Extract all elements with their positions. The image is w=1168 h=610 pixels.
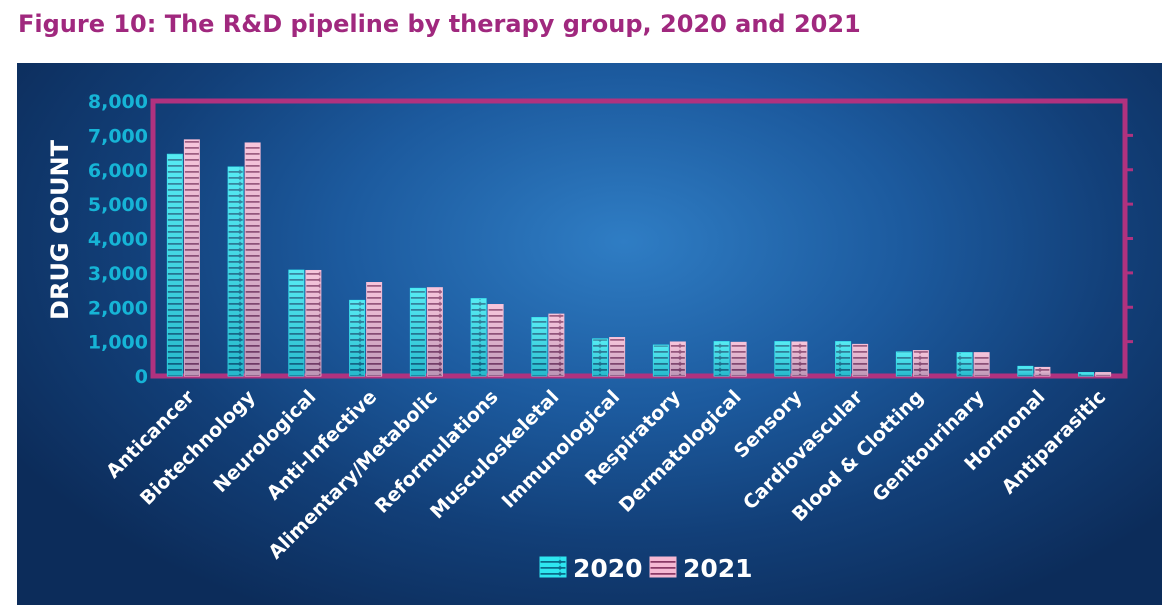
legend-label-2021: 2021 <box>683 554 753 583</box>
category-label: Neurological <box>209 386 320 497</box>
bar-shade <box>592 338 608 376</box>
bar-shade <box>974 352 990 376</box>
y-tick-label: 5,000 <box>88 194 148 216</box>
figure-title: Figure 10: The R&D pipeline by therapy g… <box>18 10 861 38</box>
y-tick-label: 6,000 <box>88 160 148 182</box>
y-axis-label: DRUG COUNT <box>46 139 74 320</box>
bar-shade <box>1078 372 1094 376</box>
y-tick-label: 7,000 <box>88 125 148 147</box>
bar-shade <box>957 352 973 376</box>
category-labels: AnticancerBiotechnologyNeurologicalAnti-… <box>102 386 1110 564</box>
bar-shade <box>774 341 790 376</box>
bar-shade <box>228 167 244 376</box>
bar-shade <box>288 270 304 376</box>
bar-shade <box>548 314 564 376</box>
chart-panel <box>17 63 1162 605</box>
category-label: Genitourinary <box>868 386 989 507</box>
bar-shade <box>896 351 912 376</box>
y-tick-label: 2,000 <box>88 297 148 319</box>
y-tick-label: 1,000 <box>88 332 148 354</box>
bar-shade <box>731 342 747 376</box>
right-axis-ticks <box>1125 133 1133 344</box>
bar-shade <box>913 350 929 376</box>
category-label: Antiparasitic <box>998 386 1111 499</box>
bar-shade <box>471 298 487 376</box>
bar-shade <box>653 345 669 376</box>
bar-shade <box>184 139 200 376</box>
bar-shade <box>1017 366 1033 376</box>
y-tick-label: 0 <box>135 366 148 388</box>
y-axis-ticks: 0 1,000 2,000 3,000 4,000 5,000 6,000 7,000 8,00… <box>88 91 148 388</box>
bar-shade <box>245 142 261 376</box>
y-tick-label: 4,000 <box>88 229 148 251</box>
bar-shade <box>609 337 625 376</box>
bar-shade <box>791 341 807 376</box>
bar-shade <box>1095 372 1111 376</box>
y-tick-label: 3,000 <box>88 263 148 285</box>
y-tick-label: 8,000 <box>88 91 148 113</box>
legend-swatch-2020 <box>539 556 567 578</box>
bar-shade <box>349 300 365 376</box>
bar-shade <box>835 341 851 376</box>
legend-label-2020: 2020 <box>573 554 643 583</box>
category-label: Biotechnology <box>136 386 260 510</box>
bar-shade <box>488 304 504 376</box>
bar-shade <box>531 317 547 376</box>
bar-shade <box>670 341 686 376</box>
bar-shade <box>427 287 443 376</box>
bar-shade <box>714 341 730 376</box>
category-label: Anti-Infective <box>263 386 382 505</box>
bar-shade <box>167 154 183 376</box>
legend-swatch-2021 <box>649 556 677 578</box>
bar-shade <box>410 288 426 376</box>
bar-shade <box>366 282 382 376</box>
bars <box>166 139 1112 377</box>
bar-shade <box>1034 367 1050 376</box>
legend: 2020 2021 <box>539 554 753 583</box>
bar-shade <box>305 270 321 376</box>
bar-shade <box>852 344 868 376</box>
